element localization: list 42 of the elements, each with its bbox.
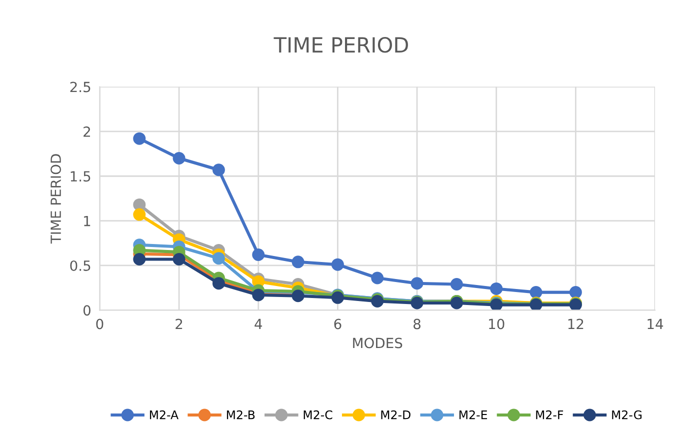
y-tick-label: 2 bbox=[84, 126, 90, 137]
point bbox=[371, 272, 384, 284]
point bbox=[172, 252, 186, 266]
point bbox=[212, 164, 225, 176]
x-tick-label: 12 bbox=[568, 318, 584, 330]
point bbox=[212, 277, 225, 290]
point bbox=[530, 286, 542, 299]
point bbox=[450, 278, 463, 290]
point bbox=[252, 248, 265, 262]
legend-label: M2-E bbox=[460, 410, 488, 420]
point bbox=[133, 198, 146, 211]
legend-label: M2-G bbox=[612, 410, 642, 420]
point bbox=[133, 208, 146, 221]
point bbox=[133, 132, 146, 145]
legend-label: M2-C bbox=[304, 410, 332, 420]
point bbox=[292, 256, 304, 268]
x-tick-label: 8 bbox=[414, 318, 420, 330]
chart-title: TIME PERIOD bbox=[274, 37, 408, 53]
x-axis-title: MODES bbox=[353, 338, 402, 348]
x-tick-label: 6 bbox=[334, 318, 342, 330]
legend-label: M2-A bbox=[150, 410, 178, 420]
y-tick-label: 1 bbox=[84, 216, 90, 226]
legend-label: M2-F bbox=[536, 410, 564, 420]
y-tick-label: 2.5 bbox=[70, 82, 90, 92]
point bbox=[133, 252, 146, 266]
x-tick-label: 14 bbox=[648, 318, 664, 330]
x-tick-label: 2 bbox=[176, 318, 182, 330]
y-tick-label: 1.5 bbox=[70, 171, 90, 182]
point bbox=[331, 258, 344, 271]
point bbox=[410, 277, 424, 290]
x-tick-label: 4 bbox=[254, 318, 262, 330]
point bbox=[212, 252, 225, 265]
point bbox=[569, 286, 582, 299]
y-tick-label: 0.5 bbox=[70, 260, 90, 271]
legend-label: M2-D bbox=[381, 410, 410, 420]
point bbox=[490, 282, 503, 295]
x-tick-label: 0 bbox=[96, 318, 104, 330]
point bbox=[172, 152, 186, 165]
y-tick-label: 0 bbox=[83, 305, 90, 316]
x-tick-label: 10 bbox=[489, 318, 504, 330]
y-axis-title: TIME PERIOD bbox=[50, 154, 62, 244]
legend-label: M2-B bbox=[226, 410, 255, 420]
